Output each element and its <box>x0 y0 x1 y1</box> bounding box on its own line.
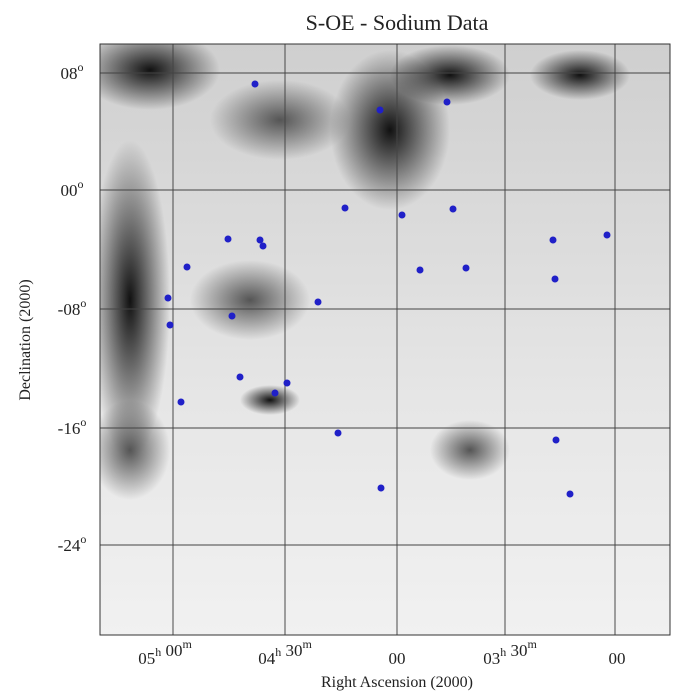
tick-superscript: o <box>80 532 86 546</box>
y-axis-label: Declination (2000) <box>17 279 34 400</box>
title: S-OE - Sodium Data <box>306 10 489 35</box>
tick-text: -16 <box>58 419 81 438</box>
tick-label: -24o <box>58 532 87 555</box>
tick-superscript: h <box>275 645 281 659</box>
tick-superscript: h <box>155 645 161 659</box>
tick-text: 00 <box>389 649 406 668</box>
tick-label: 03h 30m <box>483 637 537 668</box>
tick-superscript: o <box>78 60 84 74</box>
tick-label: -16o <box>58 415 87 438</box>
tick-label: 00 <box>609 649 626 668</box>
tick-superscript: m <box>182 637 192 651</box>
tick-text: -24 <box>58 536 81 555</box>
sky-image <box>100 44 670 635</box>
tick-label: -08o <box>58 296 87 319</box>
tick-superscript: m <box>527 637 537 651</box>
x-axis-label: Right Ascension (2000) <box>321 674 473 691</box>
tick-text: 08 <box>61 64 78 83</box>
tick-text: 03 <box>483 649 500 668</box>
tick-text: -08 <box>58 300 81 319</box>
tick-superscript: h <box>500 645 506 659</box>
tick-text: 00 <box>161 641 182 660</box>
tick-label: 00 <box>389 649 406 668</box>
coordinate-grid <box>100 44 670 635</box>
tick-label: 00o <box>61 177 84 200</box>
tick-label: 05h 00m <box>138 637 192 668</box>
tick-label: 04h 30m <box>258 637 312 668</box>
tick-label: 08o <box>61 60 84 83</box>
tick-text: 00 <box>609 649 626 668</box>
tick-superscript: o <box>78 177 84 191</box>
tick-superscript: o <box>80 296 86 310</box>
frame <box>99 43 671 636</box>
stations <box>164 80 611 498</box>
tick-superscript: o <box>80 415 86 429</box>
tick-text: 05 <box>138 649 155 668</box>
tick-text: 30 <box>281 641 302 660</box>
tick-text: 30 <box>506 641 527 660</box>
tick-text: 04 <box>258 649 276 668</box>
tick-superscript: m <box>302 637 312 651</box>
tick-text: 00 <box>61 181 78 200</box>
